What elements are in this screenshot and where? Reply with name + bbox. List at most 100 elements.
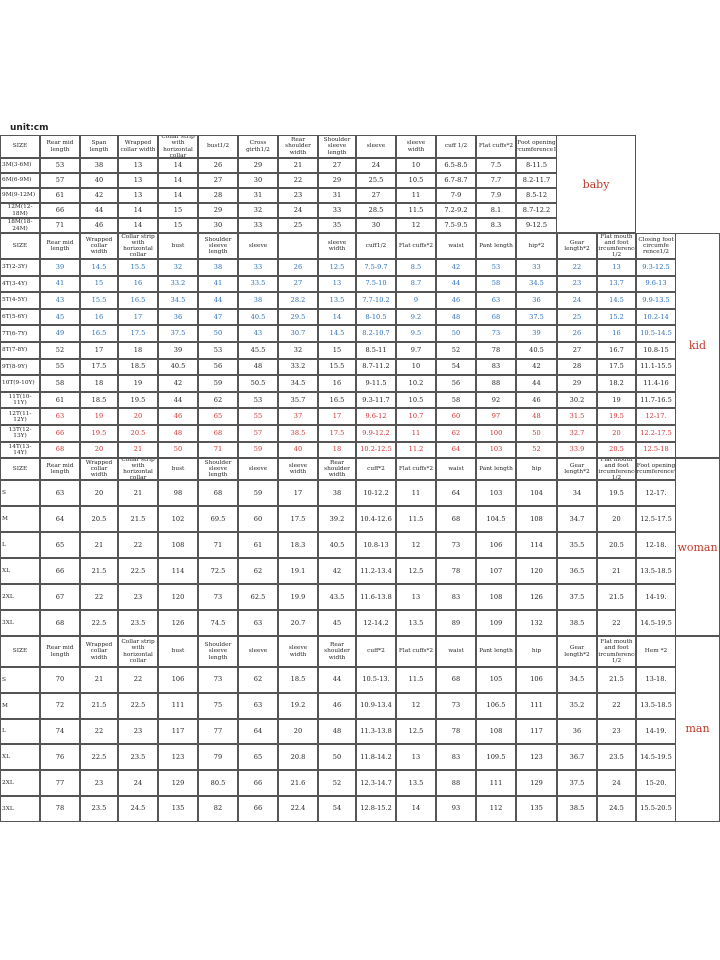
value-cell: 13.7 [597, 275, 636, 293]
value-cell: 13 [597, 259, 636, 276]
value-cell: 58 [40, 375, 80, 392]
value-cell: 104.5 [476, 506, 516, 532]
value-cell: 13-18. [636, 667, 676, 693]
value-cell: 7.5 [476, 158, 516, 173]
value-cell: 11.6-13.8 [356, 584, 396, 610]
value-cell: 33.2 [278, 358, 318, 376]
value-cell: 83 [476, 358, 516, 376]
value-cell: 10.5-14.5 [636, 325, 676, 342]
value-cell: 108 [476, 584, 516, 610]
value-cell: 16 [118, 275, 158, 293]
value-cell: 22 [278, 173, 318, 188]
value-cell: 12.5 [396, 718, 436, 745]
value-cell: 17 [278, 480, 318, 506]
value-cell: 100 [476, 425, 516, 442]
value-cell: 14 [158, 188, 198, 203]
value-cell: 23 [118, 718, 158, 745]
value-cell: 35.7 [278, 391, 318, 409]
value-cell: 73 [198, 667, 238, 693]
value-cell: 77 [40, 770, 80, 796]
header-cell: Flat cuffs*2 [396, 233, 436, 259]
value-cell: 74.5 [198, 610, 238, 636]
value-cell: 44 [158, 391, 198, 409]
value-cell: 123 [516, 744, 557, 771]
value-cell: 9 [396, 292, 436, 309]
value-cell: 22 [597, 610, 636, 636]
header-cell: waist [436, 636, 476, 667]
value-cell: 23 [118, 584, 158, 610]
header-cell: Rear mid length [40, 135, 80, 158]
value-cell: 68 [40, 441, 80, 459]
value-cell: 9.6-13 [636, 275, 676, 293]
header-cell: bust [158, 458, 198, 480]
value-cell: 12-17. [636, 408, 676, 425]
value-cell: 22 [557, 259, 597, 276]
size-cell: 3T(2-3Y) [0, 259, 40, 276]
value-cell: 24.5 [597, 796, 636, 822]
value-cell: 14-19. [636, 718, 676, 745]
value-cell: 59 [198, 375, 238, 392]
value-cell: 56 [198, 358, 238, 376]
value-cell: 64 [238, 718, 278, 745]
value-cell: 15.5 [80, 292, 118, 309]
value-cell: 8-10.5 [356, 308, 396, 326]
header-cell: Wrapped collar width [80, 233, 118, 259]
value-cell: 36.5 [557, 558, 597, 584]
value-cell: 8.5 [396, 259, 436, 276]
value-cell: 35.2 [557, 692, 597, 719]
value-cell: 20 [80, 441, 118, 459]
value-cell: 19.5 [118, 391, 158, 409]
value-cell: 14 [158, 158, 198, 173]
value-cell: 83 [436, 744, 476, 771]
value-cell: 80.5 [198, 770, 238, 796]
value-cell: 38 [80, 158, 118, 173]
value-cell: 19 [80, 408, 118, 425]
header-cell: Foot opening circumference*2 [636, 458, 676, 480]
value-cell: 66 [238, 770, 278, 796]
value-cell: 13 [396, 744, 436, 771]
value-cell: 23.5 [118, 610, 158, 636]
value-cell: 36.7 [557, 744, 597, 771]
value-cell: 27 [278, 275, 318, 293]
value-cell: 28.5 [356, 203, 396, 218]
value-cell: 37 [278, 408, 318, 425]
value-cell: 24 [597, 770, 636, 796]
value-cell: 20 [118, 408, 158, 425]
value-cell: 40.5 [238, 308, 278, 326]
value-cell: 40 [80, 173, 118, 188]
value-cell: 63 [40, 480, 80, 506]
size-cell: 11T(10-11Y) [0, 391, 40, 409]
value-cell: 13.5-18.5 [636, 558, 676, 584]
value-cell: 14.5-19.5 [636, 610, 676, 636]
value-cell: 38 [198, 259, 238, 276]
size-cell: 3XL [0, 796, 40, 822]
value-cell: 46 [318, 692, 356, 719]
value-cell: 16.7 [597, 342, 636, 359]
value-cell: 103 [476, 480, 516, 506]
value-cell: 89 [436, 610, 476, 636]
value-cell: 43.5 [318, 584, 356, 610]
value-cell: 13 [118, 188, 158, 203]
value-cell: 24 [118, 770, 158, 796]
value-cell: 22 [118, 667, 158, 693]
value-cell: 23 [278, 188, 318, 203]
value-cell: 57 [238, 425, 278, 442]
value-cell: 39 [158, 342, 198, 359]
value-cell: 11.5 [396, 667, 436, 693]
value-cell: 64 [436, 480, 476, 506]
header-cell: Wrapped collar width [118, 135, 158, 158]
value-cell: 36 [516, 292, 557, 309]
value-cell: 34.5 [158, 292, 198, 309]
value-cell: 11 [396, 188, 436, 203]
header-cell: Rear shoulder width [278, 135, 318, 158]
value-cell: 43 [40, 292, 80, 309]
value-cell: 12.5-18 [636, 441, 676, 459]
header-cell [278, 233, 318, 259]
header-cell: Gear length*2 [557, 636, 597, 667]
value-cell: 37.5 [158, 325, 198, 342]
value-cell: 9-11.5 [356, 375, 396, 392]
value-cell: 129 [516, 770, 557, 796]
value-cell: 17 [80, 342, 118, 359]
value-cell: 10-12.2 [356, 480, 396, 506]
value-cell: 42 [516, 358, 557, 376]
